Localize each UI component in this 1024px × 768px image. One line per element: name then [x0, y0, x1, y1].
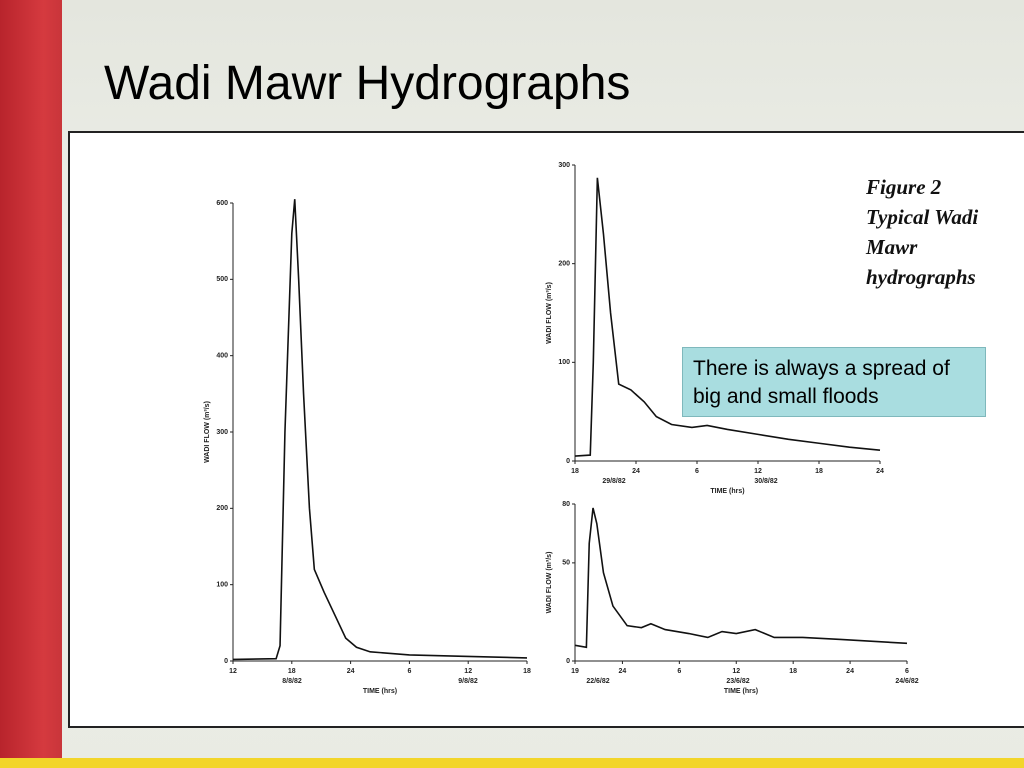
y-tick-label: 200 — [216, 505, 228, 512]
y-axis-label: WADI FLOW (m³/s) — [546, 552, 553, 614]
y-tick-label: 80 — [562, 501, 570, 508]
y-tick-label: 0 — [566, 458, 570, 465]
y-tick-label: 400 — [216, 353, 228, 360]
y-tick-label: 0 — [566, 658, 570, 665]
x-tick-label: 24 — [876, 468, 884, 475]
x-tick-label: 6 — [905, 668, 909, 675]
x-tick-label: 18 — [288, 668, 296, 675]
date-label: 30/8/82 — [754, 478, 777, 485]
x-tick-label: 12 — [229, 668, 237, 675]
y-tick-label: 50 — [562, 560, 570, 567]
y-tick-label: 300 — [558, 162, 570, 169]
y-tick-label: 500 — [216, 276, 228, 283]
y-tick-label: 100 — [216, 582, 228, 589]
x-tick-label: 18 — [789, 668, 797, 675]
y-tick-label: 600 — [216, 200, 228, 207]
date-label: 24/6/82 — [895, 678, 918, 685]
red-strip — [0, 0, 62, 768]
y-tick-label: 300 — [216, 429, 228, 436]
x-tick-label: 24 — [619, 668, 627, 675]
x-tick-label: 12 — [754, 468, 762, 475]
caption-line: hydrographs — [866, 265, 976, 289]
date-label: 8/8/82 — [282, 678, 302, 685]
flow-line — [574, 177, 881, 457]
y-axis-label: WADI FLOW (m³/s) — [546, 282, 553, 344]
figure-panel — [68, 131, 1024, 728]
x-tick-label: 6 — [407, 668, 411, 675]
flow-line — [232, 199, 528, 661]
y-tick-label: 0 — [224, 658, 228, 665]
x-axis-label: TIME (hrs) — [710, 488, 744, 495]
y-tick-label: 200 — [558, 261, 570, 268]
x-tick-label: 12 — [464, 668, 472, 675]
x-tick-label: 18 — [523, 668, 531, 675]
date-label: 29/8/82 — [602, 478, 625, 485]
slide-title: Wadi Mawr Hydrographs — [104, 57, 631, 110]
x-tick-label: 6 — [677, 668, 681, 675]
x-tick-label: 24 — [632, 468, 640, 475]
x-tick-label: 12 — [732, 668, 740, 675]
y-tick-label: 100 — [558, 359, 570, 366]
caption-line: Typical Wadi — [866, 205, 979, 229]
x-tick-label: 24 — [846, 668, 854, 675]
date-label: 9/8/82 — [458, 678, 478, 685]
x-tick-label: 18 — [571, 468, 579, 475]
y-axis-label: WADI FLOW (m³/s) — [204, 401, 211, 463]
caption-line: Figure 2 — [866, 175, 942, 199]
yellow-band — [0, 758, 1024, 768]
figure-caption: Figure 2 Typical Wadi Mawr hydrographs — [866, 172, 978, 292]
x-tick-label: 6 — [695, 468, 699, 475]
flow-line — [574, 507, 908, 649]
x-axis-label: TIME (hrs) — [724, 688, 758, 695]
date-label: 23/6/82 — [726, 678, 749, 685]
x-tick-label: 18 — [815, 468, 823, 475]
date-label: 22/6/82 — [586, 678, 609, 685]
x-tick-label: 24 — [347, 668, 355, 675]
caption-line: Mawr — [866, 235, 918, 259]
x-axis-label: TIME (hrs) — [363, 688, 397, 695]
callout: There is always a spread of big and smal… — [682, 347, 986, 417]
x-tick-label: 19 — [571, 668, 579, 675]
